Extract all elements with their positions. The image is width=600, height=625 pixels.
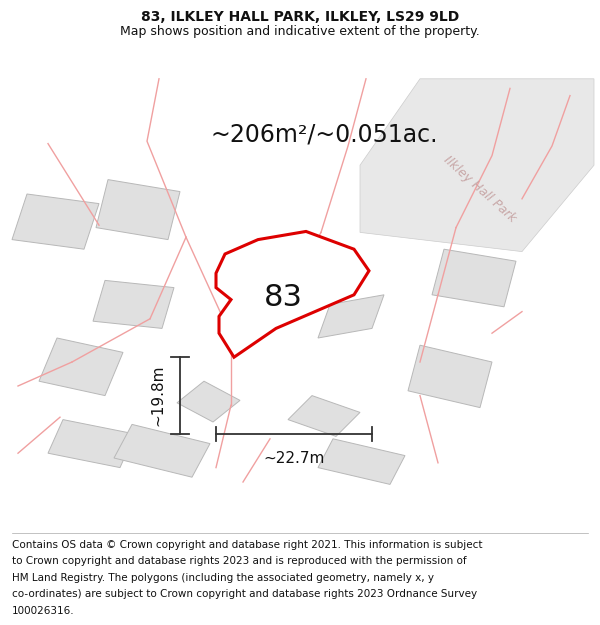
Text: HM Land Registry. The polygons (including the associated geometry, namely x, y: HM Land Registry. The polygons (includin… [12, 572, 434, 582]
Polygon shape [288, 396, 360, 436]
Polygon shape [177, 381, 240, 422]
Polygon shape [432, 249, 516, 307]
Polygon shape [93, 281, 174, 328]
Polygon shape [408, 345, 492, 408]
Polygon shape [318, 439, 405, 484]
Polygon shape [216, 231, 369, 358]
Polygon shape [39, 338, 123, 396]
Text: Ilkley Hall Park: Ilkley Hall Park [441, 153, 519, 225]
Polygon shape [318, 295, 384, 338]
Text: co-ordinates) are subject to Crown copyright and database rights 2023 Ordnance S: co-ordinates) are subject to Crown copyr… [12, 589, 477, 599]
Text: to Crown copyright and database rights 2023 and is reproduced with the permissio: to Crown copyright and database rights 2… [12, 556, 467, 566]
Text: Contains OS data © Crown copyright and database right 2021. This information is : Contains OS data © Crown copyright and d… [12, 539, 482, 549]
Text: ~206m²/~0.051ac.: ~206m²/~0.051ac. [210, 122, 438, 146]
Text: 83: 83 [263, 282, 302, 312]
Polygon shape [12, 194, 99, 249]
Polygon shape [48, 419, 135, 468]
Text: ~22.7m: ~22.7m [263, 451, 325, 466]
Polygon shape [96, 179, 180, 239]
Polygon shape [360, 79, 594, 252]
Text: ~19.8m: ~19.8m [150, 365, 165, 426]
Polygon shape [114, 424, 210, 478]
Text: Map shows position and indicative extent of the property.: Map shows position and indicative extent… [120, 24, 480, 38]
Text: 100026316.: 100026316. [12, 606, 74, 616]
Text: 83, ILKLEY HALL PARK, ILKLEY, LS29 9LD: 83, ILKLEY HALL PARK, ILKLEY, LS29 9LD [141, 10, 459, 24]
